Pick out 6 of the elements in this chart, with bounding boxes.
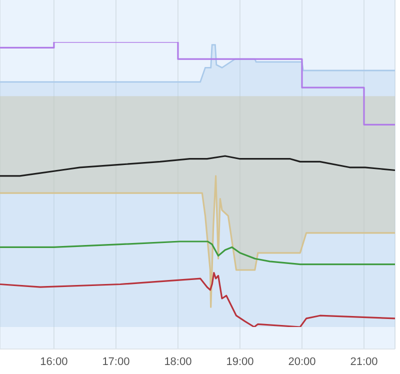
x-tick-label: 17:00: [102, 356, 130, 368]
x-tick-label: 18:00: [164, 356, 192, 368]
x-tick-label: 20:00: [288, 356, 316, 368]
x-tick-label: 16:00: [40, 356, 68, 368]
x-tick-label: 21:00: [350, 356, 378, 368]
x-tick-label: 19:00: [226, 356, 254, 368]
